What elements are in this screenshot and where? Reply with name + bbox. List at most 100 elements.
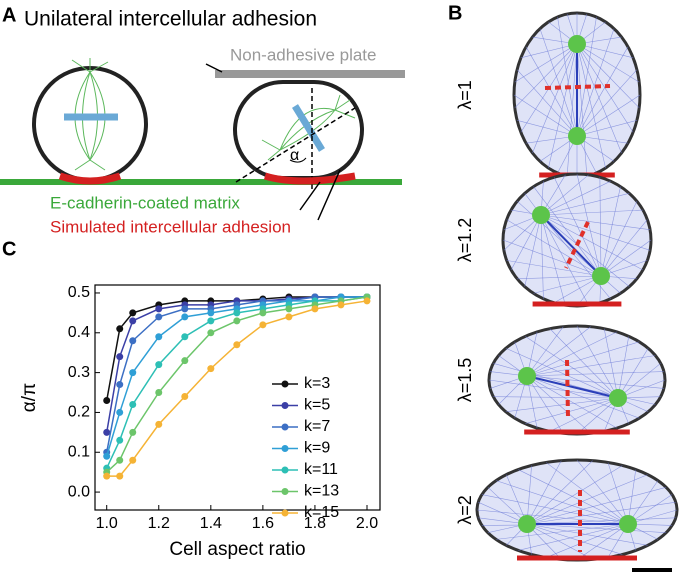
microtubule xyxy=(540,214,644,271)
legend-marker xyxy=(281,445,289,452)
microtubule xyxy=(518,469,629,525)
microtubule xyxy=(526,523,593,560)
data-point xyxy=(129,428,137,436)
microtubule xyxy=(576,46,629,137)
plate-label: Non-adhesive plate xyxy=(230,45,376,64)
microtubule xyxy=(576,28,615,137)
microtubule xyxy=(599,177,602,277)
microtubule xyxy=(600,201,638,277)
microtubule xyxy=(539,28,578,137)
microtubule xyxy=(576,43,622,154)
data-point xyxy=(103,452,111,460)
x-tick-label: 1.4 xyxy=(200,515,222,532)
microtubule xyxy=(516,69,578,137)
microtubule xyxy=(526,375,640,419)
microtubule xyxy=(526,375,618,429)
lambda-label: λ=2 xyxy=(455,495,475,525)
microtubule xyxy=(517,275,602,280)
data-point xyxy=(285,313,293,321)
microtubule xyxy=(514,43,578,83)
microtubule xyxy=(533,275,602,294)
microtubule xyxy=(526,523,648,546)
microtubule xyxy=(526,523,623,555)
data-point xyxy=(207,317,215,325)
data-point xyxy=(103,396,111,404)
microtubule xyxy=(545,462,629,525)
data-point xyxy=(363,297,371,305)
microtubule xyxy=(600,186,621,277)
data-point xyxy=(103,472,111,480)
panel-letter: C xyxy=(2,238,16,260)
legend-marker xyxy=(281,380,289,388)
microtubule xyxy=(526,487,667,525)
pole xyxy=(532,206,550,224)
microtubule xyxy=(566,43,578,177)
microtubule xyxy=(526,326,564,377)
data-point xyxy=(181,357,189,365)
microtubule xyxy=(526,460,593,525)
legend-marker xyxy=(281,466,289,474)
data-point xyxy=(259,321,267,329)
legend-label: k=9 xyxy=(304,440,330,457)
microtubule xyxy=(526,371,664,377)
microtubule xyxy=(627,469,637,525)
x-tick-label: 1.0 xyxy=(96,515,118,532)
legend-label: k=13 xyxy=(304,483,339,500)
microtubule xyxy=(576,397,619,435)
microtubule xyxy=(540,214,544,299)
microtubule xyxy=(526,460,562,525)
series-line xyxy=(106,296,368,469)
data-point xyxy=(116,408,124,416)
data-point xyxy=(129,317,137,325)
y-axis-label: α/π xyxy=(19,383,40,412)
x-axis-label: Cell aspect ratio xyxy=(169,539,305,560)
microtubule xyxy=(549,328,619,399)
legend-label: k=7 xyxy=(304,418,330,435)
microtubule xyxy=(488,379,619,399)
legend-label: k=15 xyxy=(304,504,339,521)
microtubule xyxy=(576,94,641,137)
microtubule xyxy=(540,209,643,216)
lambda-label: λ=1.5 xyxy=(455,358,475,403)
legend-marker xyxy=(281,423,289,431)
data-point xyxy=(259,309,267,317)
panel-letter: A xyxy=(2,4,16,26)
microtubule xyxy=(526,375,564,434)
microtubule xyxy=(548,43,578,169)
microtubule xyxy=(576,173,602,277)
cell-simulation: λ=1.5 xyxy=(455,324,667,436)
data-point xyxy=(207,365,215,373)
legend-label: k=11 xyxy=(304,461,338,478)
x-tick-label: 1.8 xyxy=(304,515,326,532)
microtubule xyxy=(526,523,667,533)
data-point xyxy=(103,428,111,436)
microtubule xyxy=(576,325,619,399)
panel-letter: B xyxy=(448,2,462,24)
microtubule xyxy=(481,494,629,525)
microtubule xyxy=(540,174,589,216)
data-point xyxy=(129,337,137,345)
microtubule xyxy=(540,214,566,306)
data-point xyxy=(181,305,189,313)
microtubule xyxy=(505,397,619,413)
data-point xyxy=(116,436,124,444)
microtubule xyxy=(526,341,640,377)
microtubule xyxy=(526,465,623,525)
microtubule xyxy=(526,331,618,377)
spindle xyxy=(526,375,619,399)
microtubule xyxy=(603,328,619,399)
microtubule xyxy=(576,43,634,59)
metaphase-plate xyxy=(544,84,611,90)
x-tick-label: 1.6 xyxy=(252,515,274,532)
data-point xyxy=(129,369,137,377)
adhesion-label: Simulated intercellular adhesion xyxy=(50,217,291,236)
microtubule xyxy=(545,523,629,558)
microtubule xyxy=(526,517,676,525)
data-point xyxy=(129,309,137,317)
spindle xyxy=(540,214,602,277)
microtubule xyxy=(600,239,652,277)
microtubule xyxy=(505,347,619,399)
microtubule xyxy=(576,459,629,525)
microtubule xyxy=(549,397,619,432)
microtubule xyxy=(496,523,629,540)
